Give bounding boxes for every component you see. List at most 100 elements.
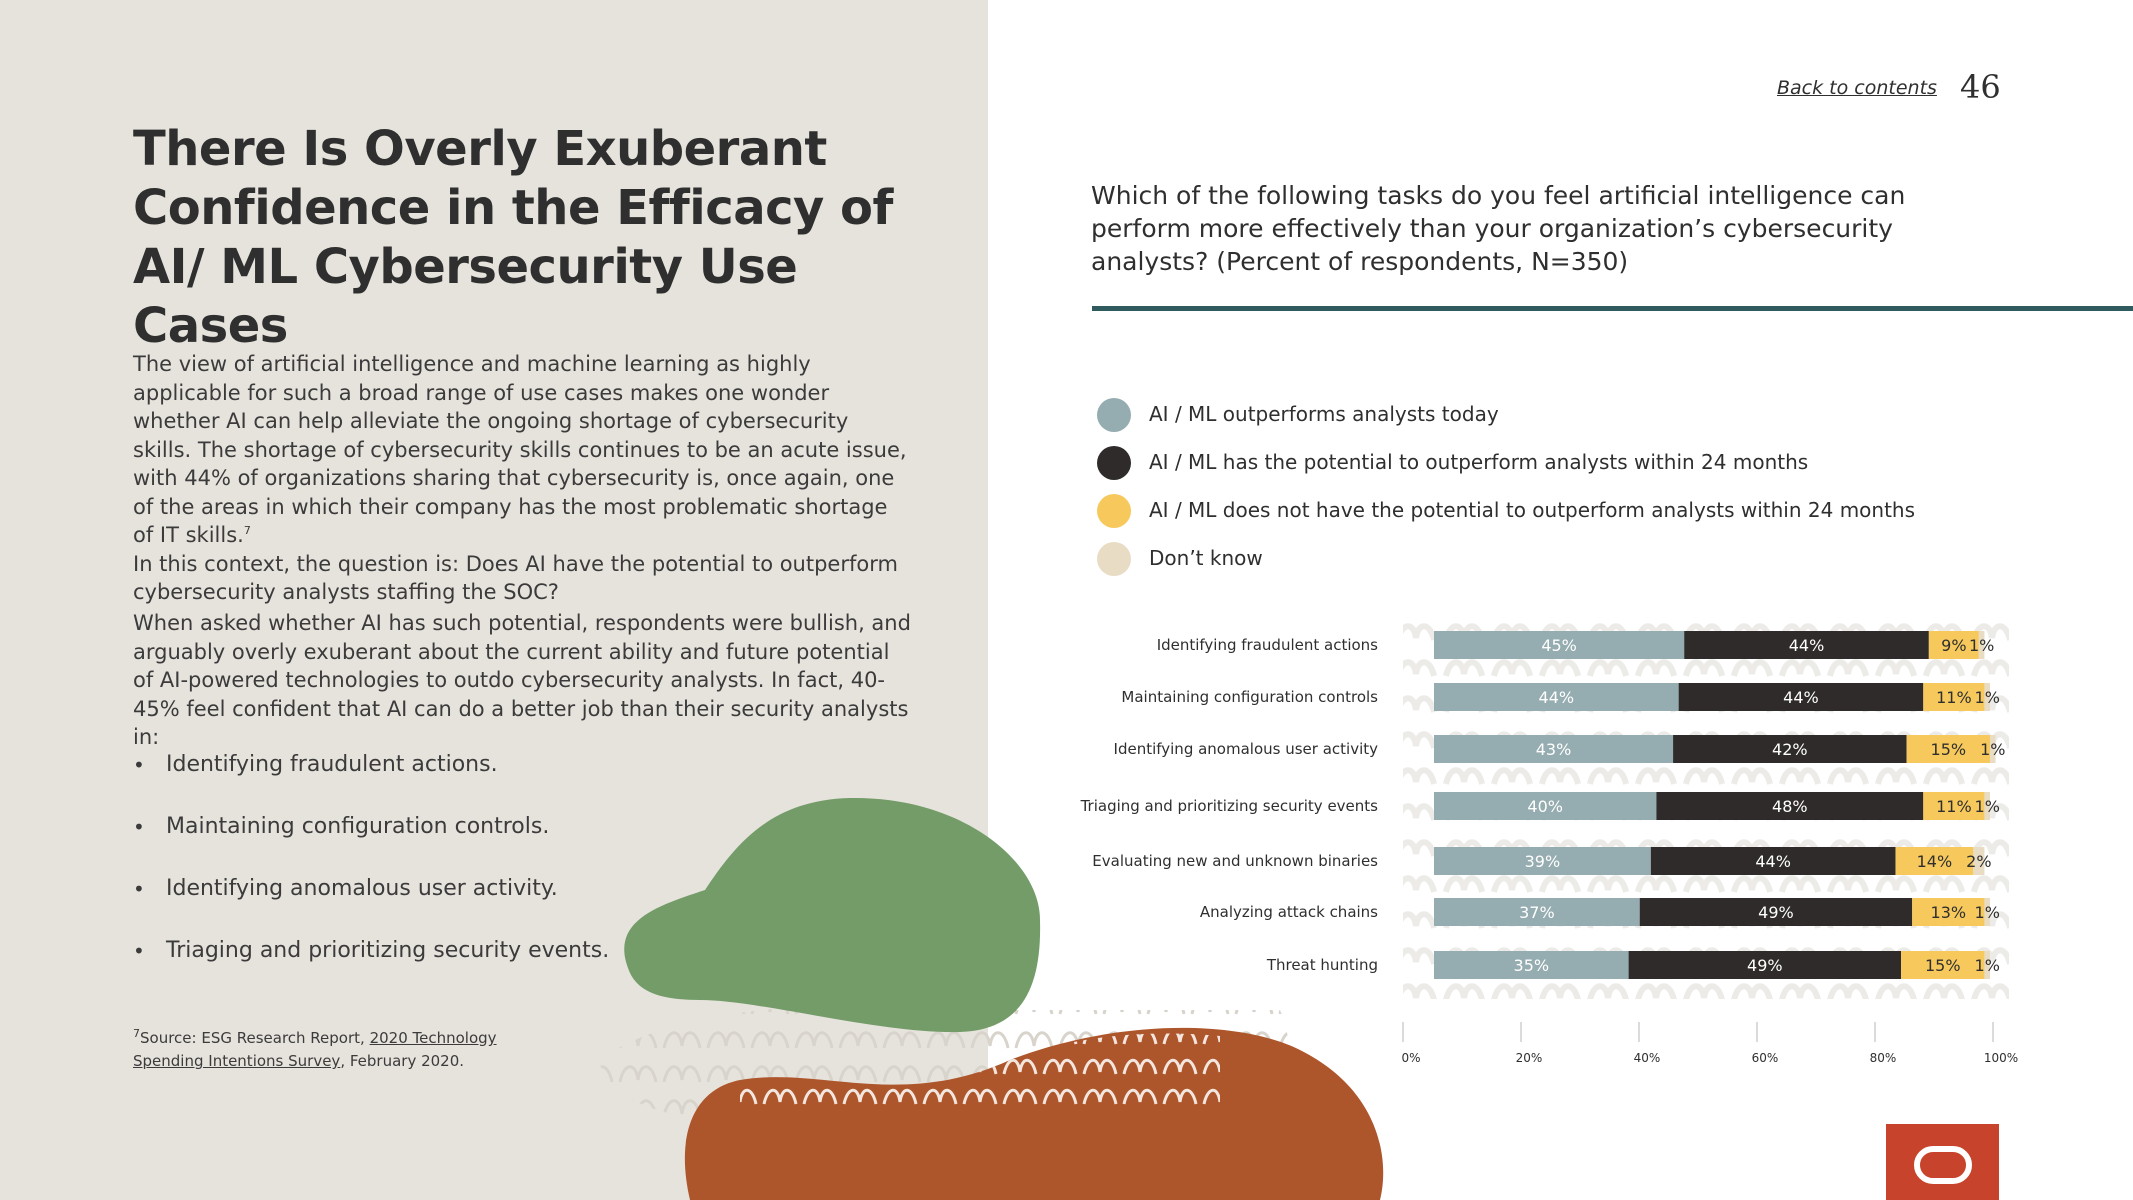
- value-label: 45%: [1541, 636, 1577, 655]
- value-label: 1%: [1975, 956, 2000, 975]
- value-label: 1%: [1975, 903, 2000, 922]
- bar-segment: [1973, 847, 1985, 875]
- bar-segment: [1984, 951, 1990, 979]
- bar-segment: [1434, 683, 1679, 711]
- bullet-marker: •: [133, 939, 145, 963]
- bar-segment: [1978, 631, 1985, 659]
- survey-question: Which of the following tasks do you feel…: [1091, 181, 1906, 276]
- bar-segment: [1673, 735, 1907, 763]
- intro-paragraph-tail: In this context, the question is: Does A…: [133, 551, 898, 605]
- bar-segment: [1684, 631, 1929, 659]
- bar-segment: [1434, 847, 1651, 875]
- bar-segment: [1895, 847, 1974, 875]
- category-label: Evaluating new and unknown binaries: [1092, 852, 1378, 870]
- bar-segment: [1984, 792, 1990, 820]
- value-label: 40%: [1527, 797, 1563, 816]
- bullet-item: • Maintaining configuration controls.: [133, 814, 609, 876]
- bar-segment: [1434, 898, 1640, 926]
- bar-segment: [1906, 735, 1990, 763]
- bar-segment: [1923, 792, 1985, 820]
- bullet-item: • Triaging and prioritizing security even…: [133, 938, 609, 1000]
- legend-swatch: [1097, 398, 1131, 432]
- value-label: 14%: [1917, 852, 1953, 871]
- bar-segment: [1990, 735, 1996, 763]
- chart-marks: Identifying fraudulent actions 45% 44% 9% 1%…: [1080, 631, 2018, 1065]
- right-panel: [988, 0, 2133, 1200]
- bullet-list: • Identifying fraudulent actions. • Mainta…: [133, 752, 609, 1000]
- legend-swatch: [1097, 494, 1131, 528]
- axis-tick-label: 40%: [1634, 1051, 1661, 1065]
- value-label: 11%: [1936, 688, 1972, 707]
- category-label: Maintaining configuration controls: [1121, 688, 1378, 706]
- bar-segment: [1928, 631, 1979, 659]
- legend-swatch: [1097, 542, 1131, 576]
- value-label: 37%: [1519, 903, 1555, 922]
- footnote-marker: 7: [133, 1027, 140, 1040]
- footnote: 7Source: ESG Research Report, 2020 Techn…: [133, 1027, 553, 1073]
- footnote-suffix: , February 2020.: [340, 1052, 465, 1070]
- bullet-item: • Identifying fraudulent actions.: [133, 752, 609, 814]
- bar-segment: [1984, 898, 1990, 926]
- value-label: 44%: [1783, 688, 1819, 707]
- value-label: 35%: [1514, 956, 1550, 975]
- bar-segment: [1434, 735, 1674, 763]
- bullet-marker: •: [133, 753, 145, 777]
- divider-rule: [1092, 306, 2133, 311]
- category-label: Identifying fraudulent actions: [1157, 636, 1378, 654]
- value-label: 1%: [1975, 797, 2000, 816]
- bullet-marker: •: [133, 815, 145, 839]
- value-label: 1%: [1980, 740, 2005, 759]
- bullet-marker: •: [133, 877, 145, 901]
- category-label: Analyzing attack chains: [1200, 903, 1378, 921]
- axis-tick-label: 100%: [1984, 1051, 2018, 1065]
- category-label: Identifying anomalous user activity: [1114, 740, 1379, 758]
- footnote-source-link[interactable]: 2020 Technology Spending Intentions Surv…: [133, 1029, 497, 1070]
- value-label: 43%: [1536, 740, 1572, 759]
- axis-tick-label: 60%: [1752, 1051, 1779, 1065]
- bar-segment: [1656, 792, 1924, 820]
- value-label: 11%: [1936, 797, 1972, 816]
- value-label: 44%: [1789, 636, 1825, 655]
- bar-segment: [1678, 683, 1924, 711]
- footnote-prefix: Source: ESG Research Report,: [140, 1029, 370, 1047]
- legend-label: AI / ML has the potential to outperform …: [1149, 450, 1809, 474]
- bar-segment: [1628, 951, 1902, 979]
- bar-segment: [1984, 683, 1990, 711]
- bar-segment: [1434, 951, 1629, 979]
- bullet-text: Identifying fraudulent actions.: [166, 752, 498, 777]
- bar-segment: [1434, 792, 1657, 820]
- value-label: 9%: [1941, 636, 1966, 655]
- value-label: 2%: [1966, 852, 1991, 871]
- value-label: 48%: [1772, 797, 1808, 816]
- value-label: 49%: [1758, 903, 1794, 922]
- axis-tick-label: 80%: [1870, 1051, 1897, 1065]
- value-label: 15%: [1925, 956, 1961, 975]
- value-label: 49%: [1747, 956, 1783, 975]
- intro-paragraph-text: The view of artificial intelligence and …: [133, 352, 907, 547]
- bar-segment: [1650, 847, 1896, 875]
- back-to-contents-link[interactable]: Back to contents: [1777, 77, 1937, 99]
- value-label: 15%: [1931, 740, 1967, 759]
- bullet-text: Triaging and prioritizing security event…: [166, 938, 610, 963]
- bar-segment: [1923, 683, 1985, 711]
- logo-ring-icon: [1914, 1146, 1972, 1184]
- bullet-item: • Identifying anomalous user activity.: [133, 876, 609, 938]
- value-label: 44%: [1539, 688, 1575, 707]
- value-label: 13%: [1931, 903, 1967, 922]
- findings-paragraph: When asked whether AI has such potential…: [133, 611, 911, 749]
- page-title: There Is Overly Exuberant Confidence in …: [133, 121, 893, 354]
- legend-swatch: [1097, 446, 1131, 480]
- intro-paragraph: The view of artificial intelligence and …: [133, 350, 913, 607]
- bar-segment: [1434, 631, 1685, 659]
- legend-label: AI / ML outperforms analysts today: [1149, 402, 1499, 426]
- bar-segment: [1639, 898, 1913, 926]
- value-label: 39%: [1525, 852, 1561, 871]
- oracle-logo: [1886, 1124, 1999, 1200]
- page-number: 46: [1960, 68, 2001, 106]
- footnote-ref: 7: [243, 524, 251, 537]
- value-label: 1%: [1975, 688, 2000, 707]
- bullet-text: Identifying anomalous user activity.: [166, 876, 558, 901]
- axis-tick-label: 20%: [1516, 1051, 1543, 1065]
- bar-segment: [1912, 898, 1985, 926]
